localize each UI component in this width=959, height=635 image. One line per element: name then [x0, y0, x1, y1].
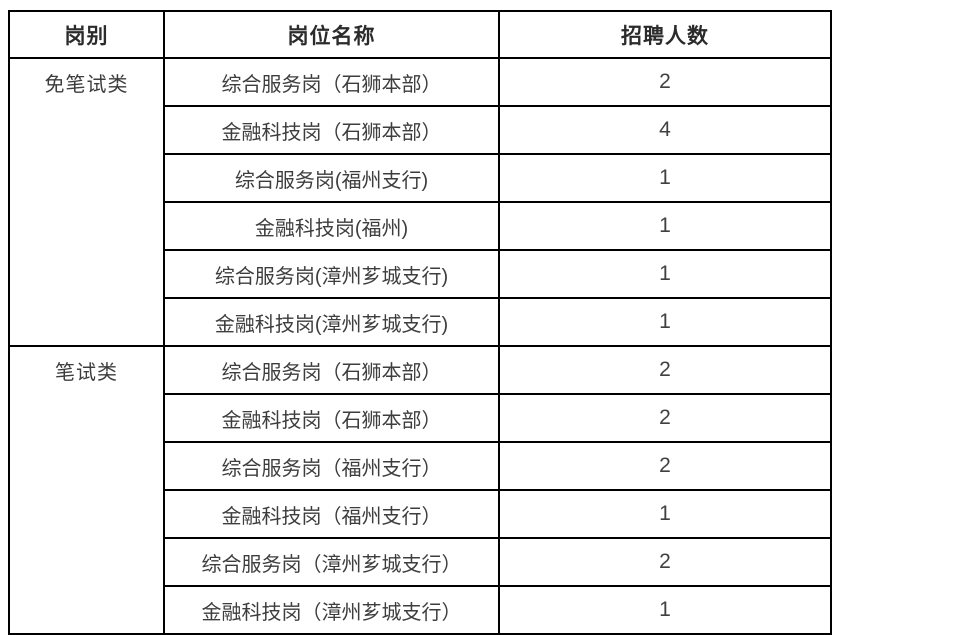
category-cell-no-written-test: 免笔试类 [8, 57, 165, 347]
count-cell: 1 [498, 153, 832, 203]
position-cell: 金融科技岗（福州支行） [163, 489, 500, 539]
position-cell: 综合服务岗(福州支行) [163, 153, 500, 203]
table-row: 金融科技岗(漳州芗城支行) 1 [9, 297, 832, 347]
category-label: 笔试类 [55, 361, 118, 384]
count-cell: 1 [498, 489, 832, 539]
category-cell-written-test: 笔试类 [8, 345, 165, 635]
header-cell-category: 岗别 [8, 10, 165, 59]
position-cell: 金融科技岗(福州) [163, 201, 500, 251]
count-cell: 2 [498, 345, 832, 395]
position-cell: 金融科技岗（漳州芗城支行） [163, 585, 500, 635]
count-cell: 2 [498, 441, 832, 491]
table-row: 综合服务岗（漳州芗城支行） 2 [9, 537, 832, 587]
position-cell: 金融科技岗（石狮本部） [163, 105, 500, 155]
table-row: 金融科技岗(福州) 1 [9, 201, 832, 251]
table-header-row: 岗别 岗位名称 招聘人数 [8, 10, 832, 59]
header-cell-count: 招聘人数 [498, 10, 832, 59]
count-cell: 2 [498, 57, 832, 107]
count-cell: 1 [498, 201, 832, 251]
count-cell: 2 [498, 537, 832, 587]
count-cell: 4 [498, 105, 832, 155]
table-row: 金融科技岗（石狮本部） 4 [9, 105, 832, 155]
count-cell: 1 [498, 297, 832, 347]
category-label: 免笔试类 [44, 73, 129, 96]
table-row: 免笔试类 综合服务岗（石狮本部） 2 [8, 57, 832, 347]
table-row: 综合服务岗（福州支行） 2 [9, 441, 832, 491]
table-row: 金融科技岗（石狮本部） 2 [9, 393, 832, 443]
table-row: 金融科技岗（福州支行） 1 [9, 489, 832, 539]
table-row: 综合服务岗(福州支行) 1 [9, 153, 832, 203]
table-row: 综合服务岗(漳州芗城支行) 1 [9, 249, 832, 299]
count-cell: 2 [498, 393, 832, 443]
position-cell: 金融科技岗(漳州芗城支行) [163, 297, 500, 347]
header-cell-position: 岗位名称 [163, 10, 500, 59]
position-cell: 综合服务岗(漳州芗城支行) [163, 249, 500, 299]
table-row: 笔试类 综合服务岗（石狮本部） 2 [8, 345, 832, 635]
position-cell: 综合服务岗（漳州芗城支行） [163, 537, 500, 587]
position-cell: 金融科技岗（石狮本部） [163, 393, 500, 443]
position-cell: 综合服务岗（石狮本部） [163, 57, 500, 107]
position-cell: 综合服务岗（福州支行） [163, 441, 500, 491]
recruitment-table: 岗别 岗位名称 招聘人数 免笔试类 综合服务岗（石狮本部） 2 金融科技岗（石狮… [8, 10, 832, 635]
position-cell: 综合服务岗（石狮本部） [163, 345, 500, 395]
count-cell: 1 [498, 249, 832, 299]
count-cell: 1 [498, 585, 832, 635]
